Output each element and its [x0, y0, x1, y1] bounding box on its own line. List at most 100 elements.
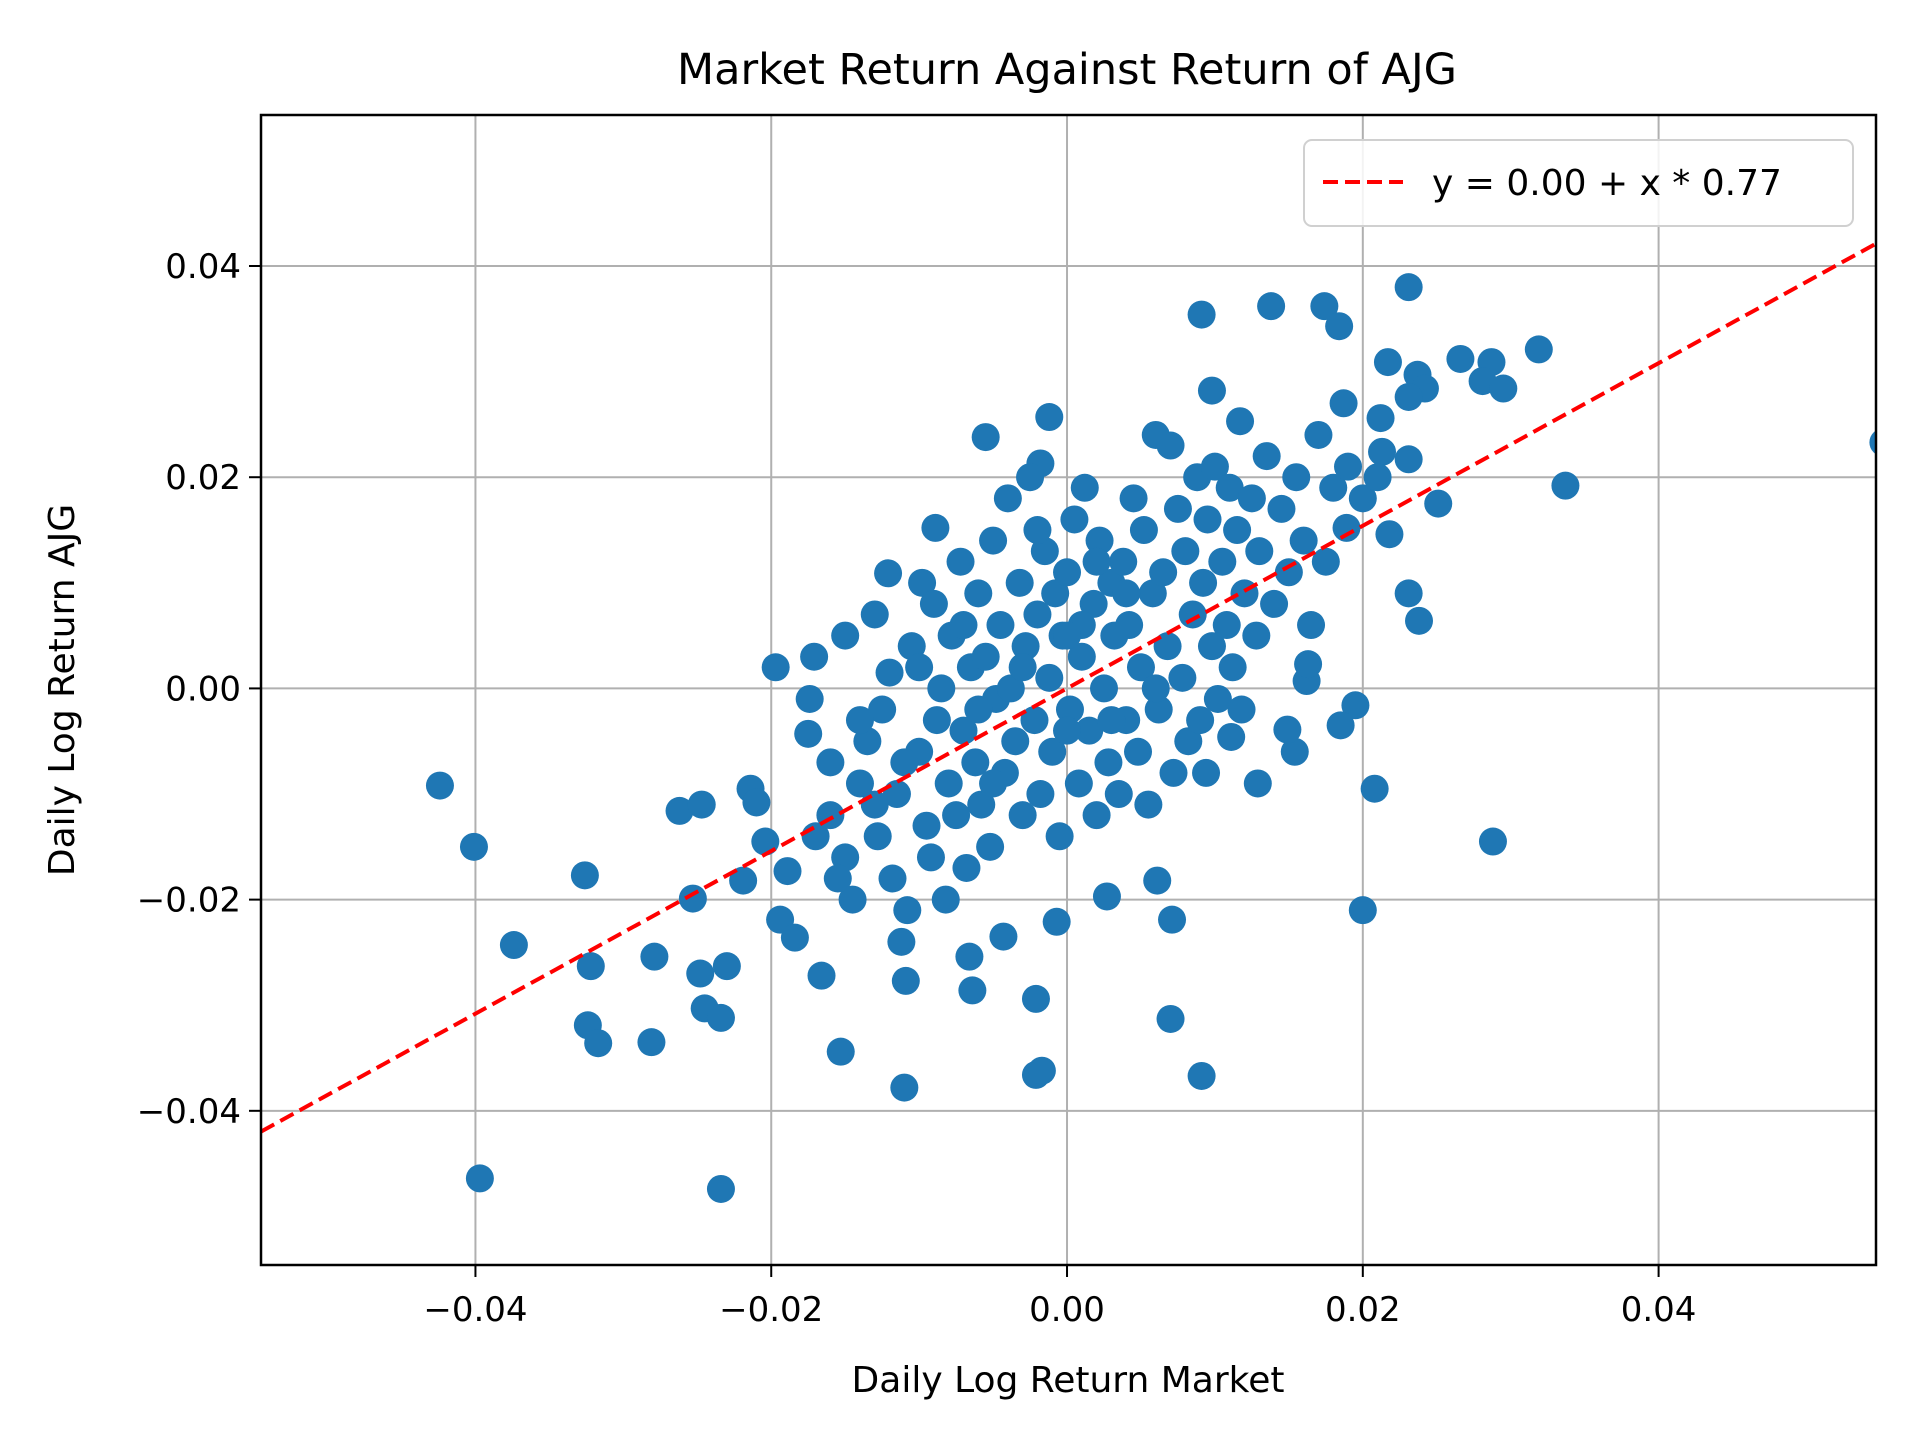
data-point	[576, 952, 605, 981]
data-point	[961, 748, 990, 777]
data-point	[1446, 344, 1475, 373]
data-point	[1405, 606, 1434, 635]
data-point	[1129, 516, 1158, 545]
data-point	[1060, 505, 1089, 534]
data-point	[826, 1037, 855, 1066]
data-point	[665, 796, 694, 825]
data-point	[1008, 653, 1037, 682]
data-point	[1144, 695, 1173, 724]
data-point	[1368, 437, 1397, 466]
data-point	[678, 884, 707, 913]
x-tick-label: 0.00	[1029, 1290, 1105, 1330]
x-axis-ticks: −0.04 −0.02 0.00 0.02 0.04	[423, 1265, 1696, 1330]
data-point	[1168, 663, 1197, 692]
data-point	[905, 653, 934, 682]
data-point	[1104, 780, 1133, 809]
legend-label: y = 0.00 + x * 0.77	[1432, 163, 1782, 204]
data-point	[1138, 579, 1167, 608]
data-point	[1075, 716, 1104, 745]
data-point	[1023, 600, 1052, 629]
data-point	[1394, 579, 1423, 608]
data-point	[1082, 801, 1111, 830]
data-point	[795, 684, 824, 713]
data-point	[1363, 463, 1392, 492]
data-point	[874, 559, 903, 588]
data-point	[1021, 984, 1050, 1013]
data-point	[1011, 632, 1040, 661]
data-point	[964, 695, 993, 724]
data-point	[831, 621, 860, 650]
y-tick-label: 0.04	[165, 247, 241, 287]
data-point	[931, 885, 960, 914]
data-point	[751, 827, 780, 856]
data-point	[1042, 907, 1071, 936]
legend-box	[1303, 139, 1854, 227]
scatter-points	[425, 273, 1876, 1203]
data-point	[1053, 558, 1082, 587]
data-point	[1053, 716, 1082, 745]
data-point	[890, 748, 919, 777]
data-point	[908, 568, 937, 597]
data-point	[1112, 579, 1141, 608]
y-tick-label: 0.00	[165, 669, 241, 709]
data-point	[942, 801, 971, 830]
data-point	[1212, 611, 1241, 640]
data-point	[425, 771, 454, 800]
data-point	[1035, 663, 1064, 692]
data-point	[823, 864, 852, 893]
data-point	[584, 1029, 613, 1058]
data-point	[1134, 790, 1163, 819]
data-point	[1341, 691, 1370, 720]
data-point	[1273, 715, 1302, 744]
data-point	[891, 966, 920, 995]
data-point	[949, 611, 978, 640]
data-point	[1551, 471, 1580, 500]
data-point	[1203, 684, 1232, 713]
data-point	[1373, 348, 1402, 377]
data-point	[860, 790, 889, 819]
data-point	[1227, 695, 1256, 724]
data-point	[1156, 1004, 1185, 1033]
data-point	[964, 579, 993, 608]
y-tick-label: −0.04	[137, 1092, 241, 1132]
data-point	[1242, 621, 1271, 650]
axes-background	[261, 115, 1876, 1265]
legend: y = 0.00 + x * 0.77	[1303, 139, 1854, 227]
data-point	[1158, 905, 1187, 934]
data-point	[1186, 706, 1215, 735]
data-point	[1197, 632, 1226, 661]
plot-area	[259, 113, 1878, 1267]
data-point	[1089, 674, 1118, 703]
data-point	[1187, 1061, 1216, 1090]
data-point	[893, 896, 922, 925]
data-point	[922, 706, 951, 735]
data-point	[921, 513, 950, 542]
data-point	[1016, 463, 1045, 492]
data-point	[1311, 547, 1340, 576]
y-tick-label: 0.02	[165, 458, 241, 498]
data-point	[912, 811, 941, 840]
data-point	[729, 866, 758, 895]
data-point	[773, 857, 802, 886]
data-point	[1200, 452, 1229, 481]
data-point	[1192, 758, 1221, 787]
data-point	[955, 942, 984, 971]
data-point	[1394, 445, 1423, 474]
data-point	[1245, 537, 1274, 566]
data-point	[742, 788, 771, 817]
data-point	[640, 942, 669, 971]
data-point	[971, 642, 1000, 671]
data-point	[1375, 520, 1404, 549]
data-point	[853, 727, 882, 756]
y-axis-ticks: −0.04 −0.02 0.00 0.02 0.04	[137, 247, 261, 1132]
data-point	[845, 706, 874, 735]
data-point	[1223, 516, 1252, 545]
data-point	[1143, 866, 1172, 895]
data-point	[1478, 827, 1507, 856]
data-point	[1124, 737, 1153, 766]
data-point	[1332, 513, 1361, 542]
data-point	[1163, 494, 1192, 523]
data-point	[1067, 642, 1096, 671]
data-point	[794, 719, 823, 748]
x-tick-label: −0.04	[423, 1290, 527, 1330]
